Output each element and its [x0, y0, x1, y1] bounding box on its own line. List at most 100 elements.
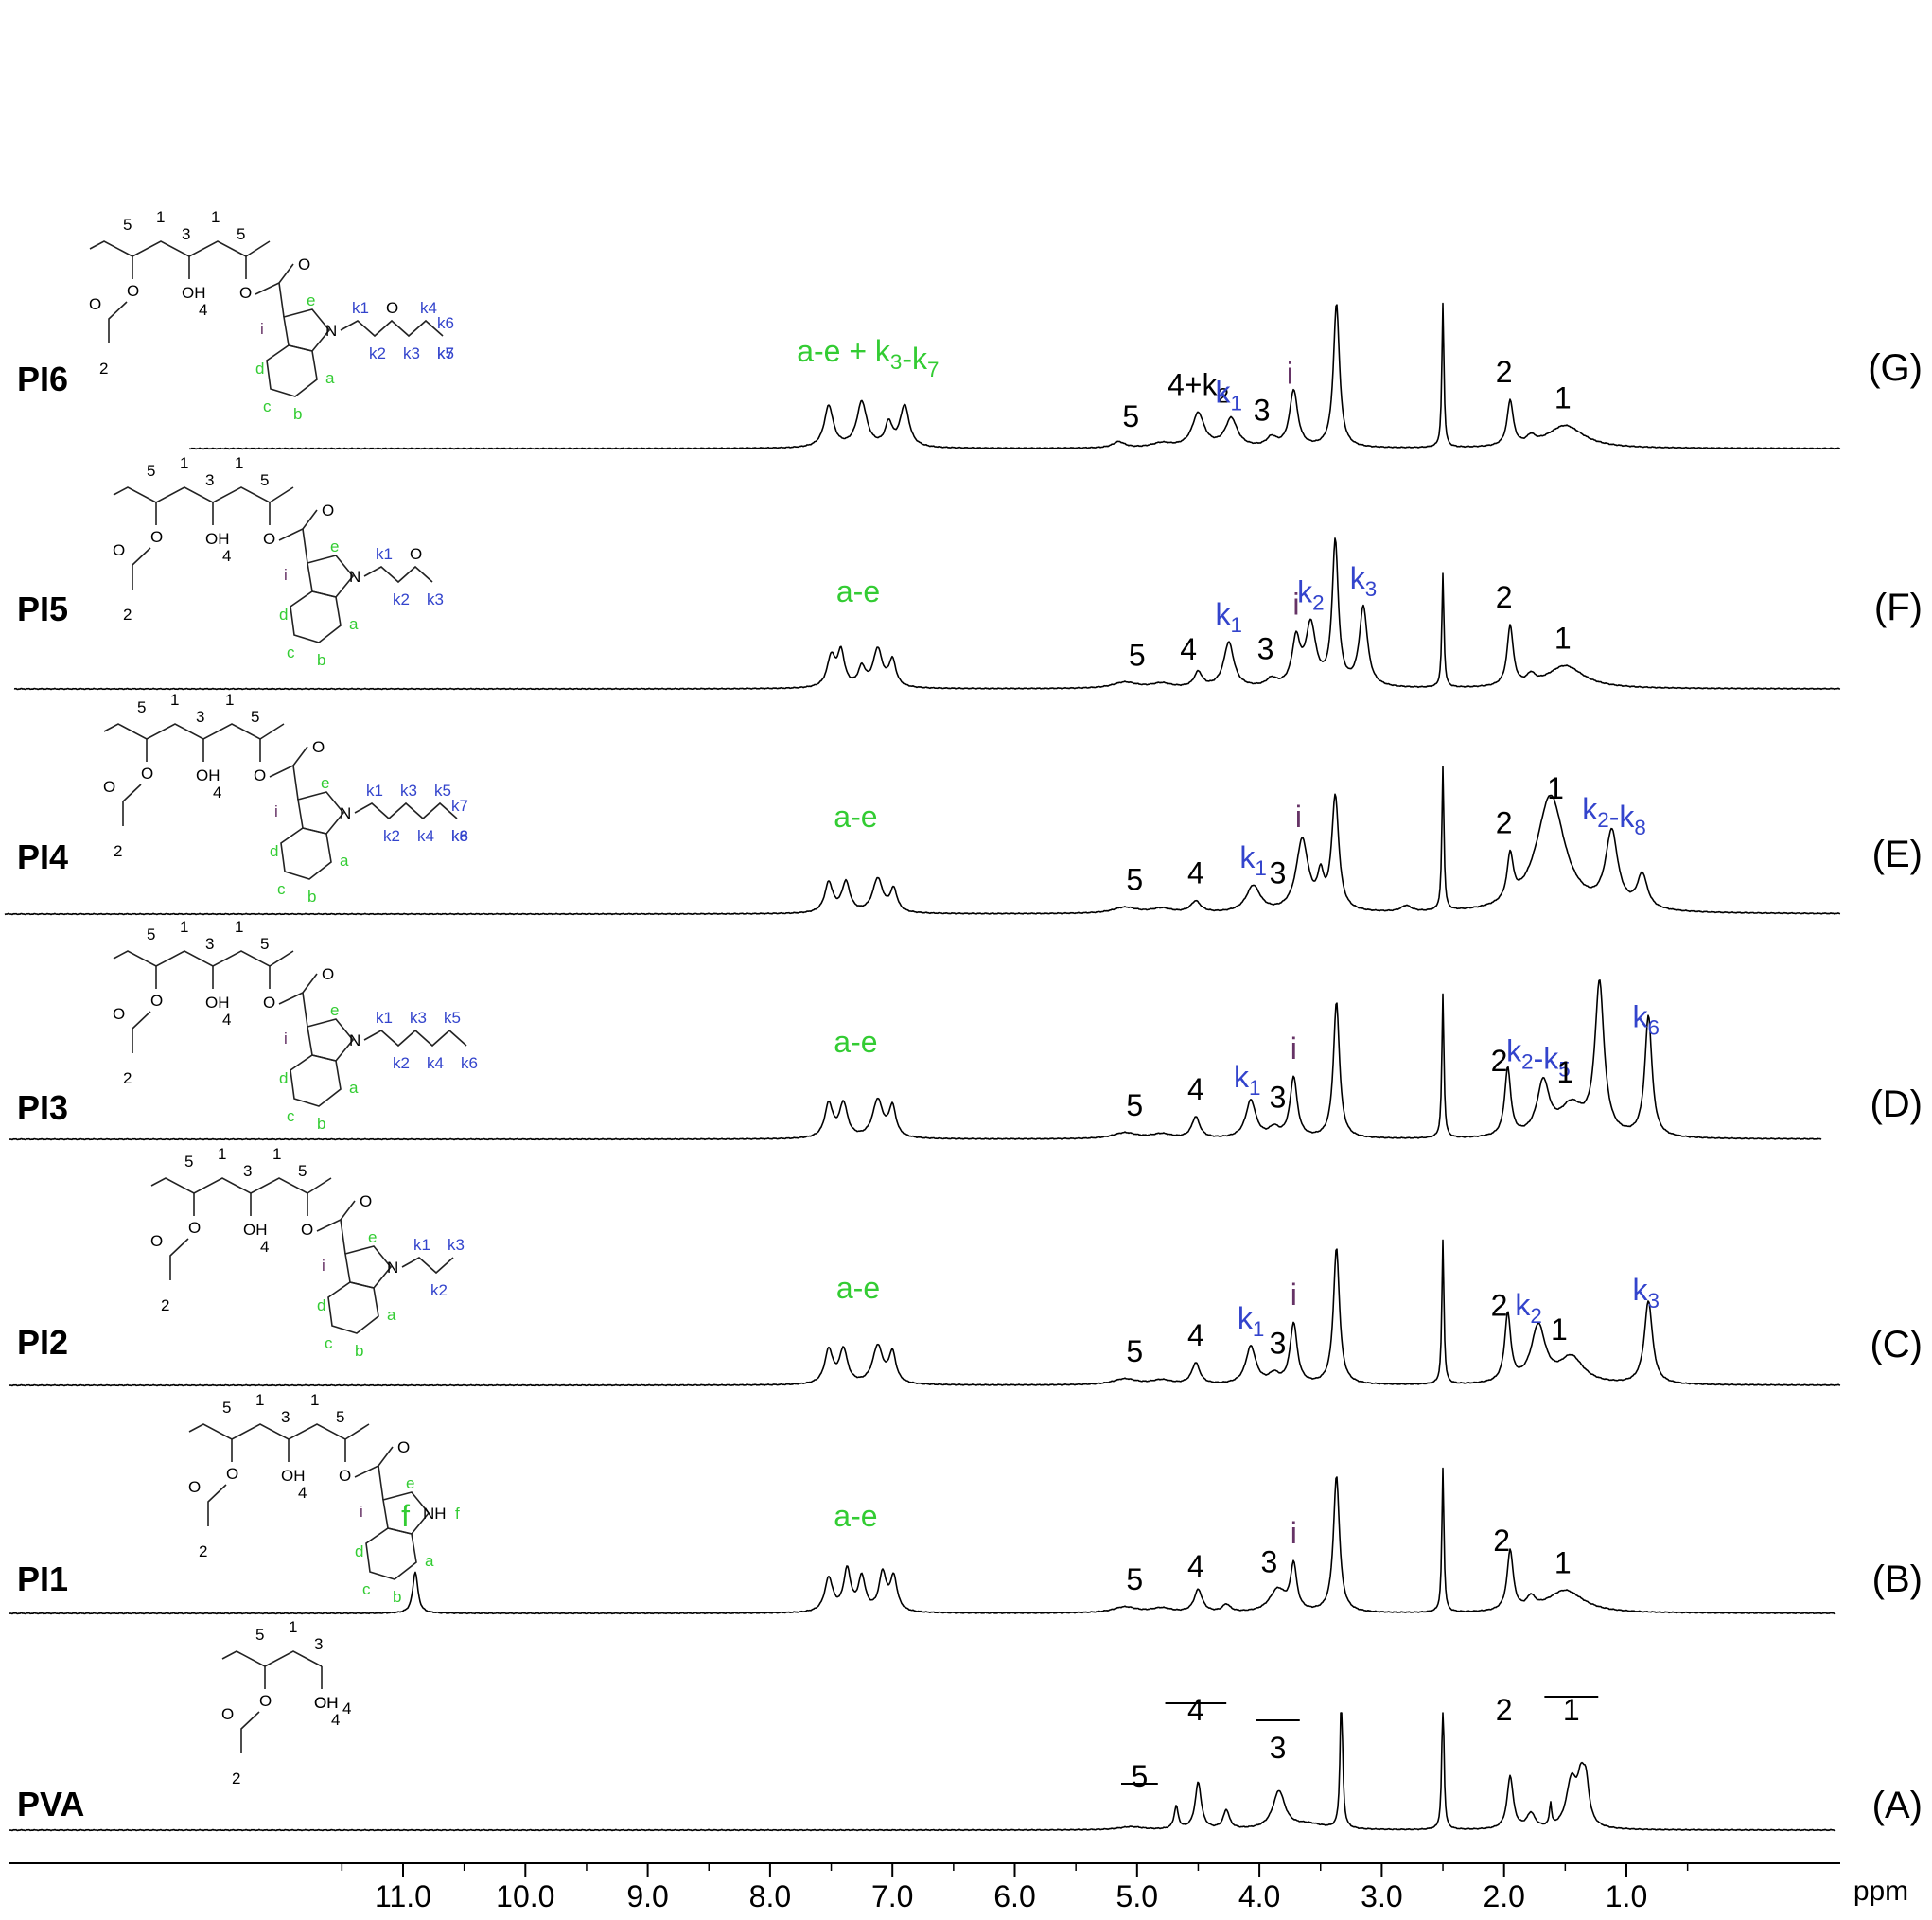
structure-label: O	[259, 1692, 272, 1710]
x-tick-label: 1.0	[1606, 1879, 1647, 1913]
structure-sidechain	[354, 801, 458, 820]
structure-label: 1	[156, 208, 165, 226]
peak-label: k3	[1632, 1273, 1659, 1312]
structure-bond	[292, 765, 299, 801]
peak-label: 3	[1254, 394, 1271, 428]
structure-label: 4	[260, 1238, 269, 1256]
structure-label: 5	[260, 471, 269, 489]
structure-label: 1	[235, 918, 243, 936]
structure-label: 5	[298, 1162, 307, 1180]
structure-label: N	[349, 568, 360, 586]
structure-label: 5	[147, 462, 155, 480]
panel-label: (D)	[1870, 1083, 1923, 1125]
panel-label: (E)	[1872, 834, 1923, 875]
structure-ester	[316, 1200, 356, 1232]
structure-ester	[269, 746, 308, 778]
peak-label: i	[1291, 1277, 1297, 1312]
structure-label: 1	[310, 1391, 319, 1409]
structure-label: k1	[376, 1009, 393, 1027]
peak-label: a-e + k3-k7	[797, 334, 939, 381]
peak-label: 2	[1496, 355, 1513, 389]
structure-label: O	[221, 1705, 234, 1723]
structure-label: e	[330, 537, 339, 555]
structure-label: O	[322, 502, 334, 520]
structure-label: k2	[430, 1281, 448, 1299]
sample-label: PI6	[17, 360, 68, 398]
structure-label: 2	[99, 360, 108, 378]
structure-label: 2	[161, 1296, 169, 1314]
peak-label: 1	[1556, 1055, 1573, 1089]
structure-label: 5	[184, 1153, 193, 1171]
structure-label: 3	[281, 1408, 290, 1426]
structure-label: 5	[336, 1408, 344, 1426]
structure-label: b	[307, 888, 316, 906]
structure-label: O	[263, 530, 275, 548]
structure-label: N	[387, 1259, 398, 1277]
peak-label: 3	[1270, 1731, 1287, 1765]
structure-label: a	[349, 615, 359, 633]
structure-label: k1	[352, 299, 369, 317]
peak-label: k2	[1515, 1288, 1541, 1328]
peak-label: 1	[1563, 1693, 1580, 1727]
peak-label: k3	[1350, 561, 1377, 601]
peak-label: f	[401, 1499, 410, 1533]
structure-bond	[302, 992, 308, 1028]
structure-label: 4	[222, 1011, 231, 1029]
structure-label: OH	[205, 994, 230, 1012]
structure-label: OH	[182, 284, 206, 302]
structure-label: 2	[123, 1069, 132, 1087]
structure-indole-benzene	[290, 590, 342, 643]
structure-label: i	[360, 1503, 363, 1521]
structure-label: N	[340, 804, 351, 822]
structure-label: 5	[222, 1399, 231, 1417]
structure-label: 5	[147, 925, 155, 943]
x-axis: 11.0 10.0 9.0 8.0 7.0 6.0 5.0 4.0 3.0 2.0 1.0 ppm	[9, 1862, 1908, 1913]
peak-label: i	[1287, 356, 1293, 390]
structure-label: k3	[448, 1236, 465, 1254]
structure-label: b	[355, 1342, 363, 1360]
structure-label: 5	[237, 225, 245, 243]
structure-label: k8	[451, 827, 468, 845]
structure-label: OH	[196, 766, 220, 784]
structure-label: i	[260, 320, 264, 338]
sample-label: PI1	[17, 1559, 68, 1598]
structure-label: 4	[331, 1711, 340, 1729]
peak-label: 1	[1551, 1312, 1568, 1347]
structure-label: e	[321, 774, 329, 792]
structure-label: k2	[369, 344, 386, 362]
structure-label: 1	[272, 1145, 281, 1163]
peak-label: 4	[1187, 1318, 1204, 1352]
structure-label: 4	[213, 784, 221, 801]
structure-label: k4	[417, 827, 434, 845]
x-axis-ticks: 11.0 10.0 9.0 8.0 7.0 6.0 5.0 4.0 3.0 2.0 1.0	[341, 1863, 1689, 1913]
structure-label: O	[127, 282, 139, 300]
peak-label: k1	[1238, 1301, 1264, 1341]
structure-label: 5	[260, 935, 269, 953]
peak-label: 2	[1496, 1693, 1513, 1727]
structure-label: OH	[205, 530, 230, 548]
peak-label: k6	[1632, 1000, 1659, 1040]
peak-label: i	[1291, 1516, 1297, 1550]
structure-label: i	[274, 802, 278, 820]
structure-label: 3	[182, 225, 190, 243]
structure-label: O	[339, 1467, 351, 1485]
structure-label: i	[284, 1030, 288, 1048]
structure-label: OH	[314, 1694, 339, 1712]
structure-bond	[302, 528, 308, 564]
structure-label: k2	[393, 590, 410, 608]
structure-indole-benzene	[266, 344, 318, 397]
structure-label: O	[397, 1438, 410, 1456]
structure-bond	[340, 1219, 346, 1255]
structure-label: 2	[232, 1770, 240, 1788]
peak-label: 4+k2	[1168, 368, 1229, 408]
sample-label: PVA	[17, 1785, 84, 1823]
structure-label: k5	[434, 782, 451, 800]
peak-label: 4	[1187, 856, 1204, 890]
structure-label: O	[386, 299, 398, 317]
structure-label: k2	[383, 827, 400, 845]
structure-label: k1	[413, 1236, 430, 1254]
structure-label: OH	[314, 1694, 339, 1712]
